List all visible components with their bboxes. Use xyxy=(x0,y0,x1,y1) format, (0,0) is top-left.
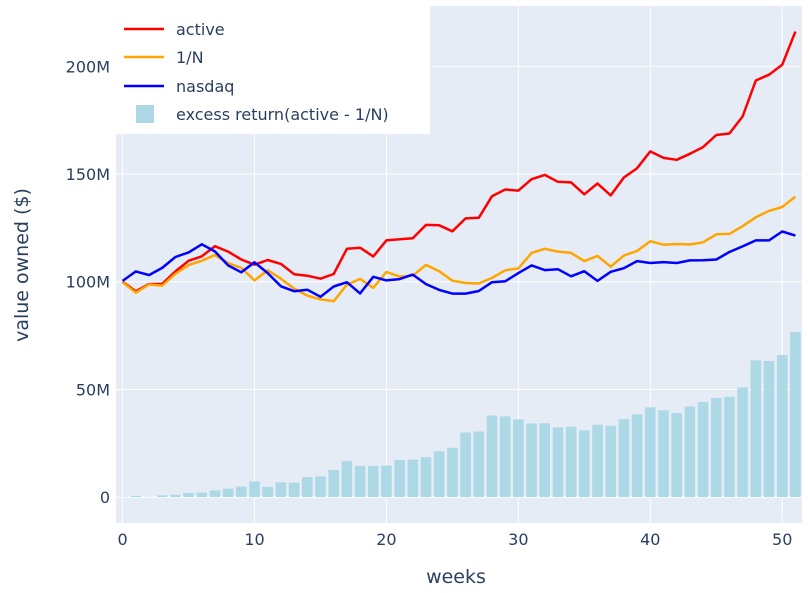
excess-return-bar[interactable] xyxy=(737,387,748,498)
legend-label: nasdaq xyxy=(176,77,234,96)
y-tick-label: 200M xyxy=(66,57,110,76)
excess-return-bar[interactable] xyxy=(302,477,313,498)
excess-return-bar[interactable] xyxy=(671,412,682,498)
line-series xyxy=(121,31,797,303)
excess-return-bar[interactable] xyxy=(183,492,194,498)
excess-return-bar[interactable] xyxy=(222,488,234,498)
x-tick-label: 30 xyxy=(508,530,528,549)
excess-return-bar[interactable] xyxy=(433,451,445,498)
legend-item[interactable]: excess return(active - 1/N) xyxy=(136,105,389,124)
excess-return-bar[interactable] xyxy=(592,424,603,498)
excess-return-bar[interactable] xyxy=(170,494,181,498)
excess-return-bar[interactable] xyxy=(381,465,392,498)
excess-return-bar[interactable] xyxy=(394,459,405,498)
excess-return-bar[interactable] xyxy=(605,425,616,498)
excess-return-bar[interactable] xyxy=(579,430,590,498)
excess-return-bar[interactable] xyxy=(262,486,273,498)
excess-return-bar[interactable] xyxy=(420,457,432,498)
legend-swatch-bar xyxy=(136,105,154,123)
excess-return-bar[interactable] xyxy=(776,354,788,498)
excess-return-bar[interactable] xyxy=(499,416,511,498)
excess-return-bar[interactable] xyxy=(447,447,458,498)
series-line-active[interactable] xyxy=(121,31,797,293)
excess-return-bar[interactable] xyxy=(790,332,801,498)
x-tick-label: 20 xyxy=(376,530,396,549)
excess-return-bar[interactable] xyxy=(513,419,524,498)
excess-return-bar[interactable] xyxy=(236,486,247,498)
excess-return-bar[interactable] xyxy=(473,431,485,498)
legend-label: active xyxy=(176,20,225,39)
series-line-1-n[interactable] xyxy=(121,195,797,303)
excess-return-bar[interactable] xyxy=(697,401,709,498)
series-line-nasdaq[interactable] xyxy=(121,230,796,299)
bar-series xyxy=(117,332,801,498)
x-tick-label: 40 xyxy=(640,530,660,549)
excess-return-bar[interactable] xyxy=(407,459,419,498)
excess-return-bar[interactable] xyxy=(486,415,498,498)
excess-return-bar[interactable] xyxy=(460,432,471,498)
y-tick-label: 100M xyxy=(66,273,110,292)
y-tick-label: 150M xyxy=(66,165,110,184)
excess-return-bar[interactable] xyxy=(565,426,577,498)
excess-return-bar[interactable] xyxy=(750,360,762,498)
excess-return-bar[interactable] xyxy=(354,465,366,498)
excess-return-bar[interactable] xyxy=(658,410,669,498)
legend-label: excess return(active - 1/N) xyxy=(176,105,389,124)
y-axis-title: value owned ($) xyxy=(11,188,33,342)
excess-return-bar[interactable] xyxy=(275,482,287,498)
x-axis-ticks: 0 10 20 30 40 50 xyxy=(118,530,793,549)
excess-return-bar[interactable] xyxy=(526,423,537,498)
legend-item[interactable]: active xyxy=(124,20,225,39)
excess-return-bar[interactable] xyxy=(684,406,696,498)
legend-label: 1/N xyxy=(176,48,204,67)
legend-background xyxy=(116,6,430,134)
legend[interactable]: active 1/N nasdaq excess return(active - 1/… xyxy=(116,6,430,134)
excess-return-bar[interactable] xyxy=(618,419,630,498)
x-tick-label: 10 xyxy=(244,530,264,549)
excess-return-bar[interactable] xyxy=(552,427,564,498)
excess-return-bar[interactable] xyxy=(156,495,168,498)
excess-return-bar[interactable] xyxy=(710,397,722,498)
excess-return-bar[interactable] xyxy=(763,361,775,498)
excess-return-bar[interactable] xyxy=(367,465,379,498)
excess-return-bar[interactable] xyxy=(328,470,339,498)
legend-item[interactable]: 1/N xyxy=(124,48,204,67)
x-axis-title: weeks xyxy=(426,566,486,588)
x-tick-label: 0 xyxy=(118,530,128,549)
excess-return-bar[interactable] xyxy=(130,495,142,498)
excess-return-bar[interactable] xyxy=(249,481,260,498)
excess-return-bar[interactable] xyxy=(631,414,643,498)
excess-return-bar[interactable] xyxy=(315,476,326,498)
excess-return-bar[interactable] xyxy=(539,423,551,498)
y-tick-label: 0 xyxy=(100,488,110,507)
excess-return-bar[interactable] xyxy=(196,492,208,498)
x-tick-label: 50 xyxy=(772,530,792,549)
y-axis-ticks: 0 50M 100M 150M 200M xyxy=(66,57,110,507)
excess-return-bar[interactable] xyxy=(209,490,221,498)
legend-item[interactable]: nasdaq xyxy=(124,77,234,96)
excess-return-bar[interactable] xyxy=(645,407,656,498)
excess-return-bar[interactable] xyxy=(724,396,735,498)
excess-return-bar[interactable] xyxy=(288,482,300,498)
excess-return-bar[interactable] xyxy=(341,461,353,498)
y-tick-label: 50M xyxy=(76,380,110,399)
